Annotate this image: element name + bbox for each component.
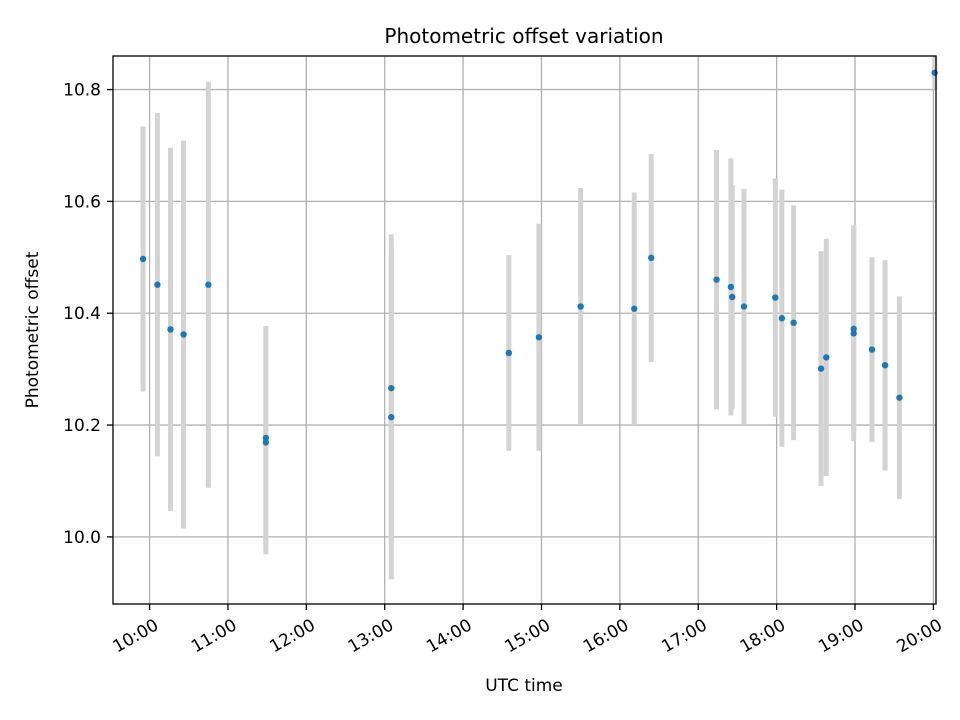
x-tick-label: 16:00 (580, 615, 632, 657)
y-tick-label: 10.2 (63, 416, 101, 436)
data-point (817, 365, 825, 372)
data-point (850, 330, 857, 337)
data-point (729, 293, 736, 301)
y-axis-label: Photometric offset (23, 251, 43, 408)
data-point (713, 276, 720, 283)
data-point (931, 69, 938, 76)
data-point (577, 303, 584, 310)
x-tick-label: 14:00 (423, 615, 475, 657)
data-point (868, 346, 876, 353)
x-tick-label: 18:00 (737, 615, 789, 657)
data-point (180, 331, 187, 338)
x-axis-label: UTC time (485, 676, 563, 696)
x-tick-label: 19:00 (815, 615, 867, 657)
x-tick-label: 11:00 (188, 615, 240, 657)
y-tick-label: 10.4 (63, 304, 101, 324)
x-tick-label: 10:00 (110, 615, 162, 657)
chart-title: Photometric offset variation (384, 24, 663, 48)
data-point (154, 281, 161, 288)
grid (113, 56, 936, 604)
x-tick-label: 12:00 (266, 615, 318, 657)
data-point (778, 315, 786, 322)
data-point (823, 354, 830, 361)
data-point (648, 254, 655, 262)
data-point (881, 362, 889, 369)
x-tick-label: 20:00 (893, 615, 945, 657)
y-tick-label: 10.6 (63, 192, 101, 212)
data-point (772, 294, 779, 301)
data-point (505, 349, 513, 357)
y-axis: 10.0 10.2 10.4 10.6 10.8 (63, 81, 113, 548)
x-tick-label: 17:00 (658, 615, 710, 657)
data-point (167, 326, 174, 333)
data-point (262, 439, 270, 446)
y-tick-label: 10.8 (63, 81, 101, 101)
plot-frame (112, 55, 937, 605)
data-point (740, 303, 748, 310)
x-tick-label: 13:00 (345, 615, 397, 657)
data-point (631, 305, 638, 312)
data-points (139, 69, 938, 446)
x-tick-label: 15:00 (502, 615, 554, 657)
data-point (139, 255, 147, 263)
data-point (388, 384, 395, 392)
y-tick-label: 10.0 (63, 528, 101, 548)
data-point (262, 434, 270, 442)
data-point (535, 334, 543, 341)
data-point (896, 394, 903, 401)
data-point (850, 325, 857, 333)
x-axis: 10:00 11:00 12:00 13:00 14:00 15:00 16:00 17:00… (110, 604, 946, 657)
error-bars (140, 56, 938, 580)
data-point (388, 414, 395, 421)
data-point (790, 319, 797, 326)
data-point (205, 281, 212, 288)
data-point (727, 283, 735, 291)
